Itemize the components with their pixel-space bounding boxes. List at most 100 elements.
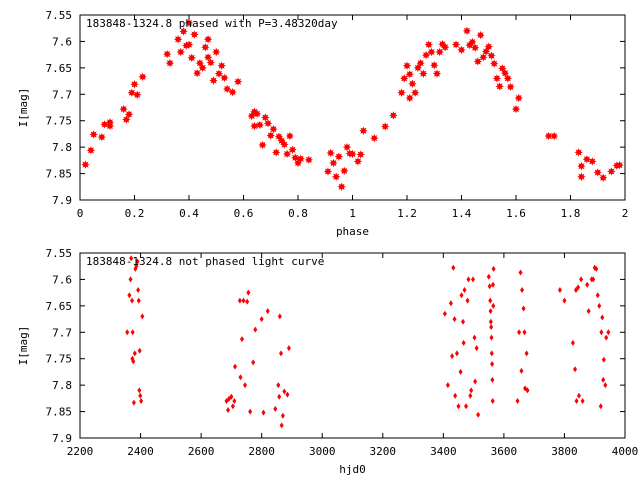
- data-point: [127, 292, 132, 299]
- data-point: [601, 376, 606, 383]
- data-point: [586, 308, 591, 315]
- data-point: [557, 287, 562, 293]
- data-point: [525, 387, 530, 394]
- x-tick-label: 2: [622, 207, 629, 220]
- data-point: [241, 297, 246, 304]
- x-tick-label: 1.4: [452, 207, 472, 220]
- data-point: [454, 350, 459, 357]
- y-tick-label: 7.7: [52, 88, 72, 101]
- data-point: [476, 411, 481, 418]
- y-tick-label: 7.75: [46, 115, 73, 128]
- data-point: [515, 398, 520, 404]
- data-point: [472, 334, 477, 341]
- data-point: [266, 131, 275, 140]
- data-point: [340, 166, 349, 176]
- data-point: [246, 289, 251, 296]
- data-point: [334, 152, 344, 161]
- y-axis-label: I[mag]: [17, 326, 30, 366]
- data-point: [232, 398, 237, 404]
- data-point: [331, 172, 341, 181]
- data-point: [282, 149, 292, 159]
- data-point: [250, 121, 259, 131]
- data-point: [209, 76, 218, 85]
- data-point: [89, 130, 98, 139]
- data-point: [222, 84, 232, 94]
- data-point: [192, 68, 202, 78]
- data-point: [491, 302, 496, 309]
- data-point: [233, 77, 243, 86]
- data-point: [261, 409, 266, 416]
- y-tick-label: 7.9: [52, 432, 72, 445]
- data-point: [430, 61, 439, 70]
- x-tick-label: 2400: [127, 445, 154, 458]
- data-point: [473, 378, 478, 385]
- data-point: [239, 336, 244, 343]
- data-point: [269, 124, 278, 134]
- data-point: [405, 93, 414, 103]
- data-point: [326, 148, 335, 158]
- data-point: [491, 265, 496, 272]
- data-point: [402, 61, 412, 70]
- data-point: [279, 350, 284, 357]
- x-tick-label: 2200: [67, 445, 94, 458]
- data-point: [263, 119, 273, 128]
- data-point: [521, 305, 526, 312]
- data-point: [424, 40, 433, 49]
- data-point: [237, 297, 242, 304]
- data-point: [138, 392, 143, 399]
- data-point: [489, 334, 494, 341]
- data-point: [479, 53, 488, 62]
- data-point: [576, 392, 581, 399]
- data-point: [381, 122, 390, 131]
- data-point: [228, 87, 237, 97]
- data-point: [198, 63, 207, 73]
- y-tick-label: 7.55: [46, 9, 73, 22]
- data-point: [599, 173, 608, 182]
- data-point: [517, 329, 522, 336]
- x-tick-label: 3000: [309, 445, 336, 458]
- data-point: [348, 149, 357, 159]
- data-point: [229, 393, 234, 400]
- x-axis-label: hjd0: [339, 463, 366, 476]
- data-point: [245, 298, 250, 305]
- data-point: [238, 374, 243, 381]
- data-point: [562, 297, 567, 304]
- data-point: [593, 168, 602, 177]
- plot-frame: [79, 14, 626, 201]
- y-tick-label: 7.6: [52, 35, 72, 48]
- data-point: [131, 399, 136, 406]
- y-tick-label: 7.65: [46, 300, 73, 313]
- data-point: [580, 398, 585, 404]
- data-point: [134, 263, 139, 270]
- data-point: [261, 113, 270, 122]
- data-point: [258, 140, 267, 150]
- data-point: [607, 167, 616, 176]
- data-point: [488, 297, 493, 304]
- data-point: [179, 27, 188, 36]
- x-tick-label: 0.8: [288, 207, 308, 220]
- data-point: [201, 43, 210, 52]
- data-point: [252, 109, 262, 119]
- data-point: [488, 318, 493, 325]
- data-point: [487, 51, 496, 60]
- data-point: [599, 329, 604, 336]
- data-point: [458, 368, 463, 375]
- data-point: [277, 313, 282, 320]
- data-point: [490, 376, 495, 383]
- y-tick-label: 7.65: [46, 62, 73, 75]
- data-point: [474, 345, 479, 352]
- data-point: [212, 47, 221, 57]
- x-tick-label: 2800: [248, 445, 275, 458]
- data-point: [248, 408, 253, 415]
- data-point: [452, 316, 457, 323]
- data-point: [410, 88, 420, 97]
- data-point: [427, 47, 436, 57]
- data-point: [370, 133, 379, 143]
- data-point: [450, 353, 455, 360]
- data-point: [397, 88, 406, 97]
- data-point: [432, 69, 442, 78]
- data-point: [591, 276, 596, 283]
- data-point: [286, 345, 291, 352]
- data-point: [273, 405, 278, 412]
- y-tick-label: 7.55: [46, 247, 73, 260]
